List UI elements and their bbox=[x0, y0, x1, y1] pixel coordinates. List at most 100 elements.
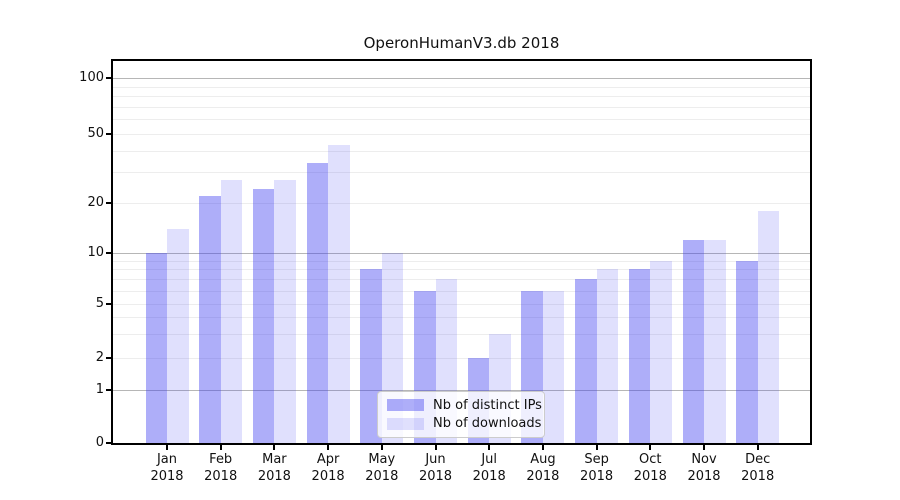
x-tick-label: Dec 2018 bbox=[728, 451, 788, 485]
x-tick-mark bbox=[273, 444, 276, 450]
legend-label-distinct-ips: Nb of distinct IPs bbox=[433, 397, 542, 413]
x-tick-year: 2018 bbox=[257, 469, 291, 484]
x-tick-mark bbox=[166, 444, 168, 450]
x-tick-month: Dec bbox=[745, 452, 771, 467]
y-tick-mark bbox=[106, 252, 113, 254]
x-tick-mark bbox=[488, 444, 491, 450]
chart-title: OperonHumanV3.db 2018 bbox=[363, 34, 560, 52]
minor-gridline bbox=[113, 203, 810, 204]
y-tick-mark bbox=[106, 389, 113, 391]
x-tick-label: Jun 2018 bbox=[406, 451, 466, 485]
minor-gridline bbox=[113, 317, 810, 319]
x-tick-month: Jul bbox=[481, 452, 498, 467]
y-tick-label: 50 bbox=[87, 126, 104, 141]
x-tick-mark bbox=[380, 444, 383, 450]
major-gridline bbox=[113, 78, 810, 79]
x-tick-month: Aug bbox=[530, 452, 556, 467]
x-tick-label: Feb 2018 bbox=[191, 451, 251, 485]
bar-downloads bbox=[542, 290, 565, 443]
bar-distinct-ips bbox=[628, 269, 651, 443]
y-tick-label: 0 bbox=[95, 435, 104, 450]
minor-gridline bbox=[113, 96, 810, 98]
y-tick-mark bbox=[106, 303, 113, 305]
x-tick-month: Mar bbox=[262, 452, 287, 467]
minor-gridline bbox=[113, 304, 810, 305]
bar-downloads bbox=[328, 145, 350, 443]
bar-distinct-ips bbox=[306, 163, 329, 443]
x-tick-year: 2018 bbox=[418, 469, 453, 484]
major-gridline bbox=[113, 390, 810, 391]
x-tick-year: 2018 bbox=[365, 469, 399, 484]
minor-gridline bbox=[113, 260, 810, 262]
x-tick-mark bbox=[434, 444, 437, 450]
minor-gridline bbox=[113, 106, 810, 108]
bar-distinct-ips bbox=[199, 195, 221, 443]
minor-gridline bbox=[113, 119, 810, 121]
plot-area bbox=[113, 61, 810, 443]
bar-downloads bbox=[757, 210, 780, 443]
x-tick-label: Mar 2018 bbox=[244, 451, 304, 485]
x-tick-year: 2018 bbox=[741, 469, 775, 484]
minor-gridline bbox=[113, 86, 810, 88]
legend: Nb of distinct IPs Nb of downloads bbox=[377, 391, 545, 438]
minor-gridline bbox=[113, 290, 810, 292]
x-tick-label: Jul 2018 bbox=[459, 451, 519, 485]
x-tick-month: Jan bbox=[156, 452, 178, 467]
legend-swatch-distinct-ips bbox=[387, 399, 424, 412]
x-tick-label: Sep 2018 bbox=[567, 451, 627, 485]
x-tick-month: May bbox=[368, 452, 396, 467]
bar-distinct-ips bbox=[736, 260, 758, 443]
x-tick-year: 2018 bbox=[150, 469, 184, 484]
x-tick-mark bbox=[541, 444, 544, 450]
bar-downloads bbox=[220, 180, 243, 443]
legend-item-distinct-ips: Nb of distinct IPs bbox=[387, 398, 542, 413]
x-tick-label: Aug 2018 bbox=[513, 451, 573, 485]
bar-downloads bbox=[704, 239, 726, 443]
x-tick-mark bbox=[703, 444, 705, 450]
y-tick-label: 10 bbox=[87, 245, 104, 260]
x-tick-year: 2018 bbox=[204, 469, 238, 484]
bar-distinct-ips bbox=[145, 253, 167, 443]
x-tick-year: 2018 bbox=[580, 469, 614, 484]
x-tick-mark bbox=[649, 444, 652, 450]
legend-label-downloads: Nb of downloads bbox=[433, 416, 542, 432]
x-tick-year: 2018 bbox=[311, 469, 345, 484]
x-tick-mark bbox=[595, 444, 598, 450]
x-tick-year: 2018 bbox=[633, 469, 667, 484]
y-tick-label: 20 bbox=[87, 195, 104, 210]
x-tick-label: Jan 2018 bbox=[137, 451, 197, 485]
minor-gridline bbox=[113, 172, 810, 174]
minor-gridline bbox=[113, 150, 810, 152]
bar-distinct-ips bbox=[252, 189, 275, 443]
minor-gridline bbox=[113, 269, 810, 271]
minor-gridline bbox=[113, 334, 810, 336]
x-tick-year: 2018 bbox=[526, 469, 560, 484]
x-tick-year: 2018 bbox=[472, 469, 506, 484]
bar-downloads bbox=[650, 260, 672, 443]
x-tick-month: Jun bbox=[425, 452, 446, 467]
x-tick-month: Oct bbox=[639, 452, 662, 467]
x-tick-mark bbox=[327, 444, 330, 450]
major-gridline bbox=[113, 253, 810, 254]
y-tick-mark bbox=[106, 77, 113, 79]
x-tick-label: Apr 2018 bbox=[298, 451, 358, 485]
x-tick-month: Nov bbox=[691, 452, 717, 467]
x-tick-label: May 2018 bbox=[352, 451, 412, 485]
legend-item-downloads: Nb of downloads bbox=[387, 416, 541, 431]
bar-distinct-ips bbox=[575, 279, 597, 443]
x-tick-label: Oct 2018 bbox=[620, 451, 680, 485]
y-tick-mark bbox=[106, 133, 113, 135]
x-tick-month: Feb bbox=[209, 452, 233, 467]
bar-downloads bbox=[167, 228, 189, 443]
y-tick-label: 1 bbox=[95, 382, 104, 397]
x-tick-month: Sep bbox=[584, 452, 609, 467]
x-tick-mark bbox=[219, 444, 222, 450]
legend-swatch-downloads bbox=[387, 417, 424, 430]
x-tick-year: 2018 bbox=[687, 469, 721, 484]
y-tick-mark bbox=[106, 202, 113, 204]
x-tick-mark bbox=[756, 444, 759, 450]
y-tick-label: 2 bbox=[95, 350, 104, 365]
y-tick-mark bbox=[106, 357, 113, 359]
x-tick-label: Nov 2018 bbox=[674, 451, 734, 485]
